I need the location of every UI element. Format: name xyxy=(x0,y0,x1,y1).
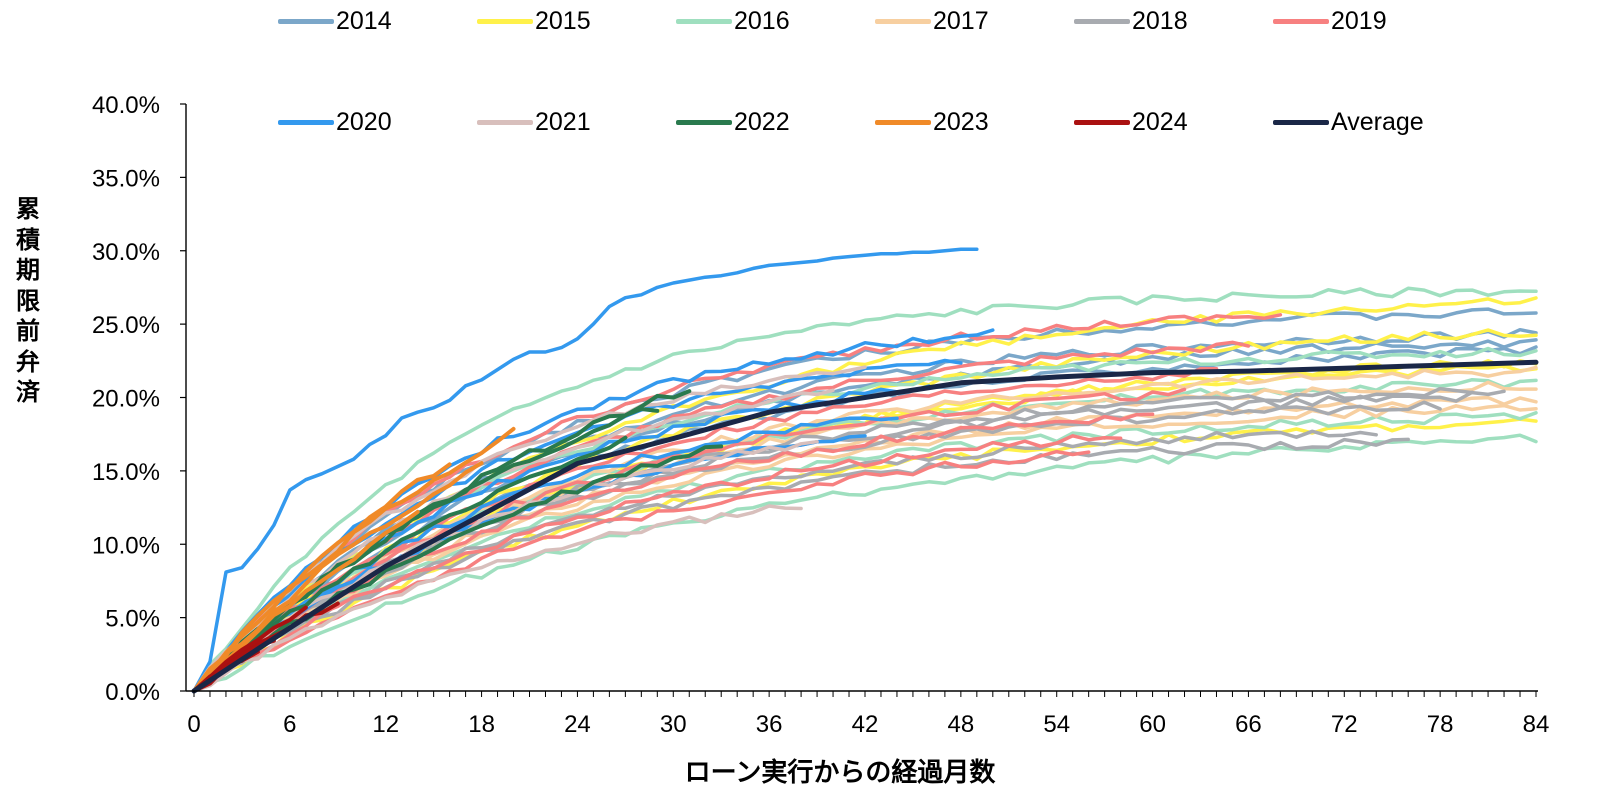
x-tick-label: 24 xyxy=(564,711,591,738)
x-tick-label: 60 xyxy=(1139,711,1166,738)
legend-swatch-2015 xyxy=(477,18,533,24)
legend-swatch-2018 xyxy=(1074,18,1130,24)
x-tick-label: 36 xyxy=(756,711,783,738)
legend-label-2019: 2019 xyxy=(1331,6,1387,35)
y-tick-label: 40.0% xyxy=(92,92,160,119)
x-tick-label: 0 xyxy=(187,711,200,738)
x-tick-label: 6 xyxy=(283,711,296,738)
legend-label-2016: 2016 xyxy=(734,6,790,35)
legend-row-2: 2020 2021 2022 2023 2024 Average xyxy=(278,107,1578,137)
series-line-2023 xyxy=(192,462,452,693)
legend-swatch-2021 xyxy=(477,119,533,125)
legend-item-2022: 2022 xyxy=(676,107,790,137)
legend-row-1: 2014 2015 2016 2017 2018 2019 xyxy=(278,6,1578,36)
series-line-2022 xyxy=(192,444,724,693)
y-tick-label: 5.0% xyxy=(105,606,160,633)
legend-label-2015: 2015 xyxy=(535,6,591,35)
series-line-2019 xyxy=(192,366,1219,693)
series-line-2016 xyxy=(192,433,1538,693)
series-line-average xyxy=(191,359,1539,694)
legend-label-2023: 2023 xyxy=(933,107,989,136)
x-tick-label: 30 xyxy=(660,711,687,738)
legend-swatch-2024 xyxy=(1074,119,1130,125)
legend-item-2021: 2021 xyxy=(477,107,591,137)
x-tick-label: 66 xyxy=(1235,711,1262,738)
x-axis-label: ローン実行からの経過月数 xyxy=(684,758,996,788)
legend-swatch-2020 xyxy=(278,119,334,125)
x-tick-label: 12 xyxy=(372,711,399,738)
x-tick-label: 72 xyxy=(1331,711,1358,738)
axes-layer: 0.0% 5.0% 10.0% 15.0% 20.0% 25.0% 30.0% 35.0% 40… xyxy=(92,92,1549,738)
y-axis-label: 累積期限前弁済 xyxy=(16,195,40,406)
legend-label-2021: 2021 xyxy=(535,107,591,136)
y-tick-label: 10.0% xyxy=(92,532,160,559)
x-tick-label: 18 xyxy=(468,711,495,738)
y-tick-label: 20.0% xyxy=(92,386,160,413)
series-layer xyxy=(191,247,1539,694)
legend-item-2019: 2019 xyxy=(1273,6,1387,36)
legend-label-2017: 2017 xyxy=(933,6,989,35)
series-line-2020 xyxy=(192,247,979,693)
legend-item-2014: 2014 xyxy=(278,6,392,36)
series-line-2021 xyxy=(192,504,803,693)
legend-label-2018: 2018 xyxy=(1132,6,1188,35)
x-tick-label: 54 xyxy=(1043,711,1070,738)
x-tick-label: 48 xyxy=(948,711,975,738)
legend-swatch-2014 xyxy=(278,18,334,24)
series-line-2023 xyxy=(192,461,484,693)
legend-item-2015: 2015 xyxy=(477,6,591,36)
legend-label-2014: 2014 xyxy=(336,6,392,35)
legend-swatch-average xyxy=(1273,119,1329,125)
legend-item-average: Average xyxy=(1273,107,1424,137)
y-tick-label: 15.0% xyxy=(92,459,160,486)
series-line-2018 xyxy=(192,429,1378,693)
legend-item-2023: 2023 xyxy=(875,107,989,137)
y-tick-label: 0.0% xyxy=(105,679,160,706)
legend-item-2020: 2020 xyxy=(278,107,392,137)
legend-swatch-2017 xyxy=(875,18,931,24)
legend-swatch-2023 xyxy=(875,119,931,125)
x-tick-label: 42 xyxy=(852,711,879,738)
y-tick-label: 25.0% xyxy=(92,312,160,339)
series-line-2015 xyxy=(192,296,1538,693)
legend-item-2016: 2016 xyxy=(676,6,790,36)
legend-item-2017: 2017 xyxy=(875,6,989,36)
legend-swatch-2019 xyxy=(1273,18,1329,24)
series-line-2022 xyxy=(192,435,628,693)
x-tick-label: 84 xyxy=(1523,711,1550,738)
legend-label-2024: 2024 xyxy=(1132,107,1188,136)
series-line-2018 xyxy=(192,390,1474,693)
x-tick-label: 78 xyxy=(1427,711,1454,738)
legend-swatch-2022 xyxy=(676,119,732,125)
series-line-2019 xyxy=(192,313,1283,693)
legend-label-2022: 2022 xyxy=(734,107,790,136)
series-line-2019 xyxy=(192,434,1123,693)
legend-swatch-2016 xyxy=(676,18,732,24)
legend-label-2020: 2020 xyxy=(336,107,392,136)
legend-item-2018: 2018 xyxy=(1074,6,1188,36)
series-line-2016 xyxy=(192,411,1538,693)
legend-item-2024: 2024 xyxy=(1074,107,1188,137)
legend-label-average: Average xyxy=(1331,107,1424,136)
series-line-2016 xyxy=(192,286,1538,693)
y-tick-label: 30.0% xyxy=(92,239,160,266)
y-tick-label: 35.0% xyxy=(92,165,160,192)
